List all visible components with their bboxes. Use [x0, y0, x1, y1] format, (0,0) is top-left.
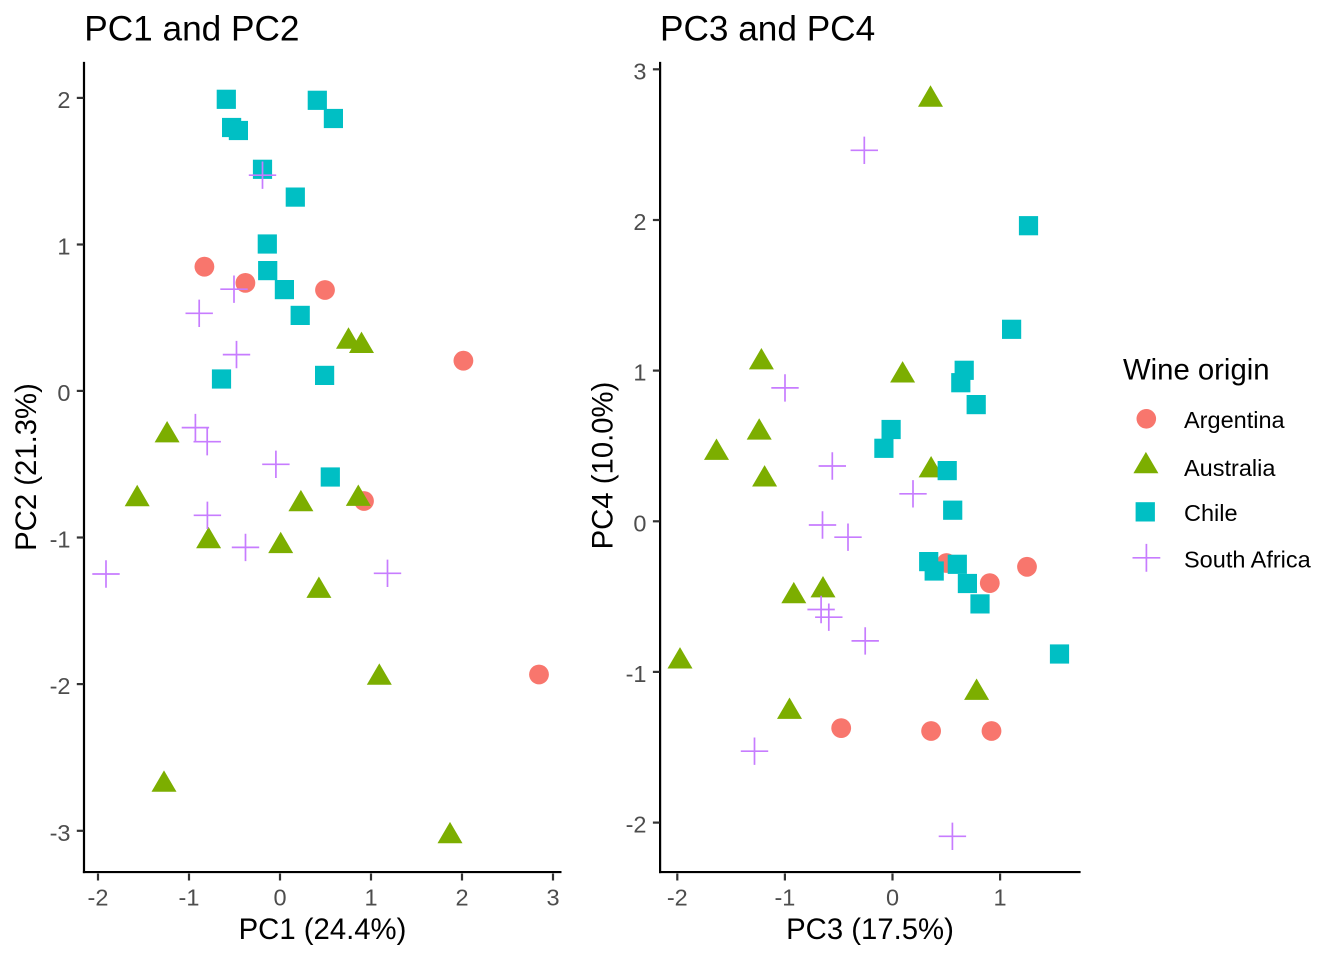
svg-text:-1: -1 [179, 885, 200, 911]
svg-text:3: 3 [546, 885, 559, 911]
svg-text:PC1 (24.4%): PC1 (24.4%) [239, 913, 407, 946]
svg-text:-3: -3 [50, 820, 71, 846]
svg-text:-2: -2 [88, 885, 109, 911]
svg-text:Chile: Chile [1184, 500, 1238, 526]
svg-text:Wine origin: Wine origin [1123, 353, 1270, 386]
svg-text:-1: -1 [626, 661, 647, 687]
svg-text:0: 0 [273, 885, 286, 911]
svg-text:0: 0 [886, 885, 899, 911]
svg-text:1: 1 [633, 360, 646, 386]
svg-text:South Africa: South Africa [1184, 546, 1312, 572]
svg-text:Australia: Australia [1184, 455, 1276, 481]
svg-text:-1: -1 [50, 527, 71, 553]
svg-text:Argentina: Argentina [1184, 407, 1286, 433]
svg-text:-2: -2 [50, 673, 71, 699]
svg-text:2: 2 [633, 209, 646, 235]
svg-text:1: 1 [364, 885, 377, 911]
svg-text:PC4 (10.0%): PC4 (10.0%) [587, 382, 620, 550]
svg-text:PC2 (21.3%): PC2 (21.3%) [10, 383, 43, 551]
svg-text:PC1 and PC2: PC1 and PC2 [84, 9, 299, 48]
svg-text:3: 3 [633, 58, 646, 84]
svg-text:0: 0 [633, 510, 646, 536]
svg-text:-1: -1 [774, 885, 795, 911]
svg-text:-2: -2 [626, 812, 647, 838]
svg-text:1: 1 [994, 885, 1007, 911]
svg-text:2: 2 [57, 87, 70, 113]
svg-text:PC3 (17.5%): PC3 (17.5%) [786, 913, 954, 946]
svg-text:2: 2 [455, 885, 468, 911]
svg-text:-2: -2 [667, 885, 688, 911]
svg-text:0: 0 [57, 380, 70, 406]
svg-text:1: 1 [57, 234, 70, 260]
svg-text:PC3 and PC4: PC3 and PC4 [660, 9, 875, 48]
